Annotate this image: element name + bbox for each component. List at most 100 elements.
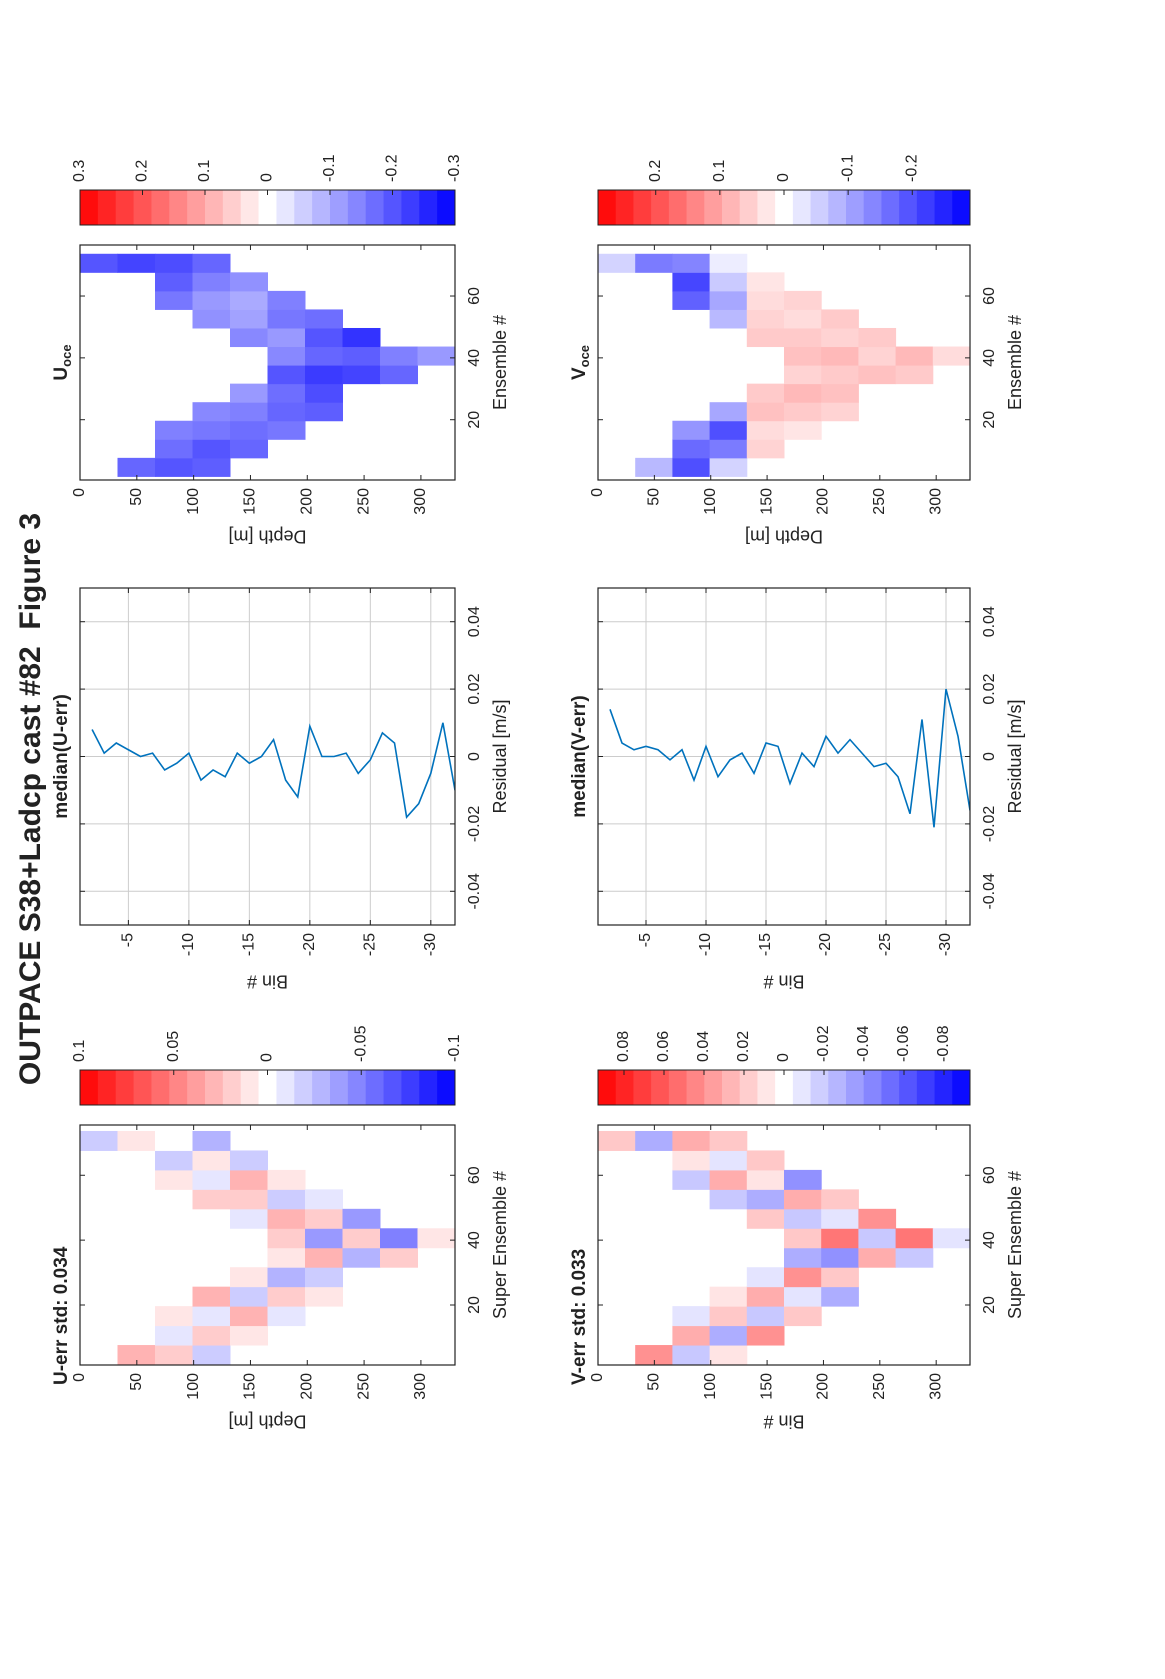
heatmap-cell <box>784 1306 822 1327</box>
heatmap-cell <box>305 1286 343 1307</box>
heatmap-cell <box>192 1286 231 1307</box>
heatmap-cell <box>155 290 193 310</box>
title-subscript: oce <box>59 344 74 366</box>
heatmap-cell <box>895 365 934 385</box>
y-tick-label: 300 <box>412 488 429 515</box>
line <box>91 722 455 819</box>
x-tick-label: 40 <box>466 349 483 367</box>
heatmap-cell <box>821 1189 859 1210</box>
x-tick-label: 60 <box>466 1166 483 1184</box>
heatmap-cell <box>821 1228 859 1249</box>
colorbar-step <box>169 1070 188 1105</box>
heatmap-cell <box>784 1286 822 1307</box>
colorbar-step <box>863 1070 882 1105</box>
heatmap-cell <box>709 272 748 292</box>
y-tick-label: 100 <box>185 488 202 515</box>
heatmap-cell <box>305 1267 343 1288</box>
heatmap-cell <box>858 1247 897 1268</box>
x-axis-label: Residual [m/s] <box>1005 699 1025 813</box>
heatmap-cell <box>672 290 711 310</box>
heatmap-cell <box>192 439 231 459</box>
y-axis-label: Depth [m] <box>228 1411 306 1431</box>
heatmap-cell <box>746 290 785 310</box>
x-tick-label: 60 <box>981 1166 998 1184</box>
heatmap-cell <box>230 420 268 440</box>
heatmap-cell <box>709 439 748 459</box>
heatmap-cell <box>709 309 748 329</box>
x-axis-label: Ensemble # <box>1005 315 1025 410</box>
heatmap-cell <box>267 365 306 385</box>
colorbar-step <box>187 190 206 225</box>
heatmap-cell <box>155 253 193 273</box>
line <box>609 688 970 828</box>
colorbar-tick-label: 0 <box>775 1053 792 1062</box>
x-tick-label: -0.02 <box>981 806 998 843</box>
heatmap-cell <box>709 420 748 440</box>
colorbar-step <box>633 1070 652 1105</box>
heatmap-cell <box>784 1189 822 1210</box>
x-axis-label: Super Ensemble # <box>490 1171 510 1319</box>
heatmap-cell <box>635 253 673 273</box>
heatmap-cell <box>267 1267 306 1288</box>
heatmap-cell <box>746 420 785 440</box>
y-tick-label: 0 <box>589 488 606 497</box>
heatmap-cell <box>709 290 748 310</box>
heatmap-cell <box>784 309 822 329</box>
heatmap-cell <box>267 1169 306 1190</box>
panel-title: Voce <box>569 345 592 380</box>
axes-box <box>79 244 456 481</box>
heatmap-cell <box>635 1130 673 1151</box>
heatmap-cell <box>932 346 971 366</box>
heatmap-cell <box>672 1345 711 1365</box>
x-tick-label: 60 <box>981 287 998 305</box>
heatmap-cell <box>192 420 231 440</box>
y-axis-label: Bin # <box>247 971 288 991</box>
heatmap-cell <box>230 1325 268 1346</box>
heatmap-cell <box>155 439 193 459</box>
colorbar-tick-label: -0.06 <box>895 1025 912 1062</box>
heatmap-cell <box>821 1247 859 1268</box>
heatmap-cell <box>230 290 268 310</box>
colorbar-step <box>97 1070 117 1105</box>
heatmap-cell <box>746 272 785 292</box>
x-tick-label: 0.04 <box>466 606 483 637</box>
colorbar-step <box>365 190 385 225</box>
colorbar-step <box>151 1070 170 1105</box>
colorbar-step <box>952 190 971 225</box>
heatmap-cell <box>80 253 118 273</box>
heatmap-cell <box>267 1286 306 1307</box>
heatmap-cell <box>155 272 193 292</box>
colorbar-step <box>598 1070 617 1105</box>
y-axis-label: Bin # <box>763 971 804 991</box>
heatmap-cell <box>305 309 343 329</box>
heatmap-cell <box>192 1189 231 1210</box>
y-tick-label: -15 <box>757 933 774 956</box>
heatmap-cell <box>746 1325 785 1346</box>
heatmap-cell <box>746 1169 785 1190</box>
y-tick-label: -30 <box>422 933 439 956</box>
colorbar-step <box>668 190 688 225</box>
colorbar-step <box>133 1070 152 1105</box>
heatmap-cell <box>417 1228 456 1249</box>
heatmap-cell <box>267 420 306 440</box>
x-tick-label: -0.04 <box>466 873 483 910</box>
colorbar-tick-label: 0 <box>775 173 792 182</box>
x-tick-label: 0 <box>981 752 998 761</box>
y-tick-label: 100 <box>185 1373 202 1400</box>
heatmap-cell <box>267 290 306 310</box>
colorbar-step <box>258 190 277 225</box>
x-tick-label: 0 <box>466 752 483 761</box>
y-tick-label: -20 <box>301 933 318 956</box>
heatmap-cell <box>746 309 785 329</box>
heatmap-cell <box>784 1267 822 1288</box>
heatmap-cell <box>267 383 306 403</box>
colorbar-step <box>686 190 705 225</box>
heatmap-cell <box>784 1208 822 1229</box>
heatmap-cell <box>192 457 231 477</box>
heatmap-cell <box>155 420 193 440</box>
heatmap-cell <box>342 365 381 385</box>
colorbar-tick-label: -0.3 <box>446 154 463 182</box>
heatmap-cell <box>746 383 785 403</box>
heatmap-cell <box>709 1325 748 1346</box>
heatmap-cell <box>598 253 636 273</box>
